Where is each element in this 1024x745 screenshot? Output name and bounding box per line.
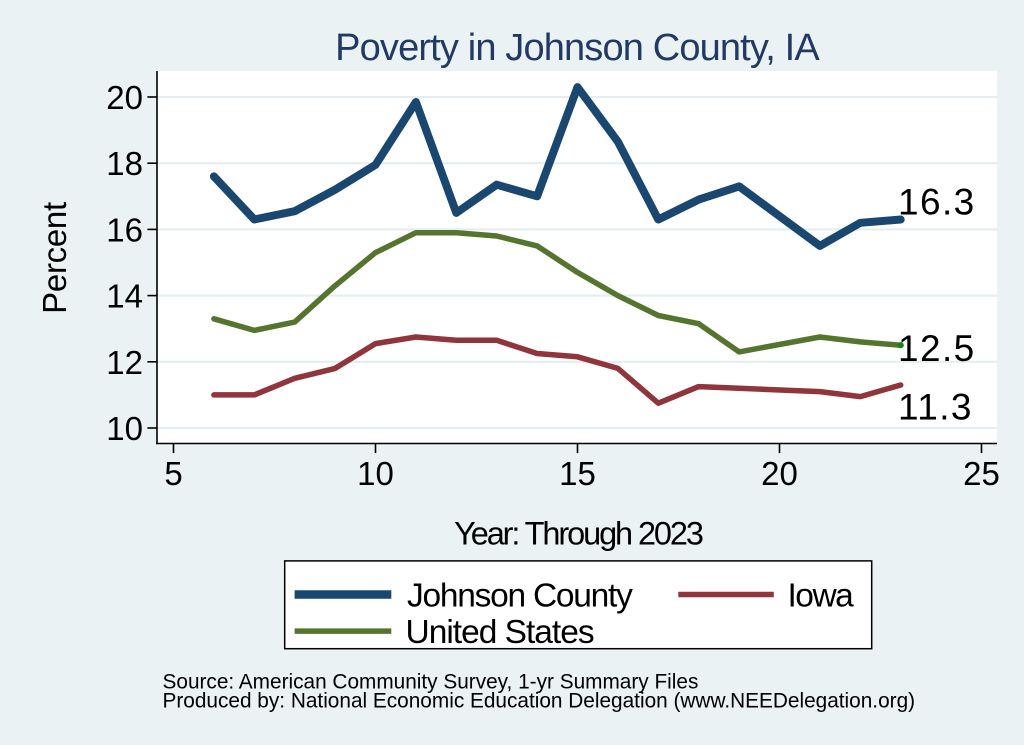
svg-text:14: 14: [106, 278, 143, 315]
svg-text:25: 25: [963, 455, 1000, 492]
svg-text:11.3: 11.3: [898, 386, 973, 427]
svg-text:20: 20: [761, 455, 798, 492]
svg-text:Source: American Community Sur: Source: American Community Survey, 1-yr …: [163, 671, 699, 694]
svg-text:20: 20: [106, 79, 143, 116]
svg-text:Year: Through 2023: Year: Through 2023: [454, 515, 703, 551]
svg-text:Poverty in Johnson County, IA: Poverty in Johnson County, IA: [335, 27, 820, 69]
svg-text:5: 5: [164, 455, 182, 492]
svg-text:Iowa: Iowa: [788, 577, 855, 614]
svg-text:15: 15: [559, 455, 596, 492]
svg-text:Percent: Percent: [36, 202, 73, 314]
svg-text:18: 18: [106, 145, 143, 182]
svg-text:16.3: 16.3: [898, 181, 976, 222]
svg-text:United States: United States: [406, 614, 594, 651]
svg-text:10: 10: [357, 455, 394, 492]
svg-text:12.5: 12.5: [898, 328, 976, 369]
svg-text:Johnson County: Johnson County: [407, 577, 633, 614]
svg-text:10: 10: [106, 410, 143, 447]
svg-text:12: 12: [106, 344, 143, 381]
svg-text:Produced by: National Economic: Produced by: National Economic Education…: [163, 690, 916, 713]
svg-text:16: 16: [106, 211, 143, 248]
